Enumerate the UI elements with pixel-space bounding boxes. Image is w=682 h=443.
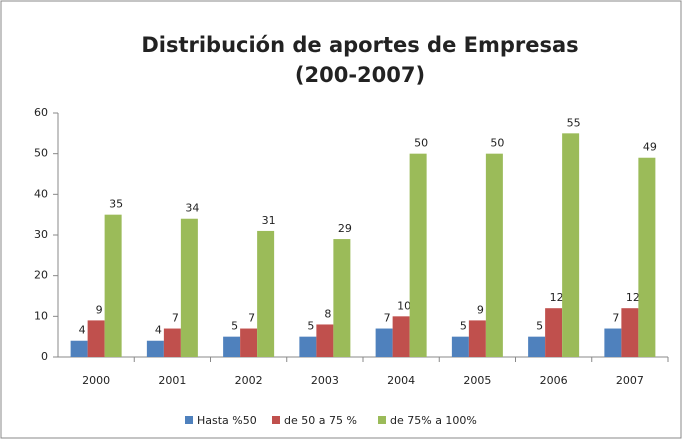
data-label: 10	[397, 299, 411, 312]
data-label: 31	[262, 214, 276, 227]
data-label: 34	[185, 202, 199, 215]
bar	[545, 308, 563, 357]
data-label: 9	[477, 303, 484, 316]
bar	[562, 133, 580, 357]
bar	[316, 324, 334, 357]
bar	[180, 218, 198, 357]
data-label: 29	[338, 222, 352, 235]
bar	[104, 214, 122, 357]
y-tick-label: 50	[34, 147, 48, 160]
data-label: 12	[626, 291, 640, 304]
data-label: 5	[231, 320, 238, 333]
legend-swatch	[272, 416, 280, 424]
data-label: 9	[96, 303, 103, 316]
x-tick-label: 2001	[158, 374, 186, 387]
legend-swatch	[378, 416, 386, 424]
data-label: 7	[384, 312, 391, 325]
data-label: 7	[612, 312, 619, 325]
bar	[485, 153, 503, 357]
bar	[240, 328, 258, 357]
x-tick-label: 2004	[387, 374, 415, 387]
x-tick-label: 2007	[616, 374, 644, 387]
y-tick-label: 40	[34, 187, 48, 200]
data-label: 50	[414, 137, 428, 150]
bar	[70, 340, 88, 357]
bar	[528, 336, 546, 357]
bar	[468, 320, 486, 357]
legend-label: de 50 a 75 %	[284, 414, 357, 427]
bar	[451, 336, 469, 357]
data-label: 49	[643, 141, 657, 154]
bar	[299, 336, 317, 357]
data-label: 50	[490, 137, 504, 150]
data-label: 7	[248, 312, 255, 325]
bar	[223, 336, 241, 357]
bar	[375, 328, 393, 357]
legend-swatch	[185, 416, 193, 424]
bar	[146, 340, 164, 357]
y-tick-label: 60	[34, 106, 48, 119]
chart-title: Distribución de aportes de Empresas	[141, 33, 578, 57]
bar	[604, 328, 622, 357]
x-tick-label: 2006	[540, 374, 568, 387]
y-tick-label: 30	[34, 228, 48, 241]
chart-title: (200-2007)	[295, 63, 425, 87]
bar	[333, 239, 351, 357]
data-label: 5	[536, 320, 543, 333]
data-label: 5	[307, 320, 314, 333]
bar	[392, 316, 410, 357]
legend-label: de 75% a 100%	[390, 414, 477, 427]
bar	[621, 308, 639, 357]
x-tick-label: 2002	[235, 374, 263, 387]
x-tick-label: 2005	[463, 374, 491, 387]
y-tick-label: 0	[41, 350, 48, 363]
data-label: 8	[324, 307, 331, 320]
bar	[638, 157, 656, 357]
data-label: 7	[172, 312, 179, 325]
y-tick-label: 10	[34, 309, 48, 322]
bar	[257, 230, 275, 357]
y-tick-label: 20	[34, 269, 48, 282]
data-label: 5	[460, 320, 467, 333]
bar	[87, 320, 105, 357]
bar	[409, 153, 427, 357]
x-tick-label: 2003	[311, 374, 339, 387]
data-label: 35	[109, 198, 123, 211]
data-label: 55	[567, 116, 581, 129]
data-label: 4	[79, 324, 86, 337]
x-tick-label: 2000	[82, 374, 110, 387]
data-label: 4	[155, 324, 162, 337]
bar	[163, 328, 181, 357]
legend-label: Hasta %50	[197, 414, 257, 427]
data-label: 12	[550, 291, 564, 304]
